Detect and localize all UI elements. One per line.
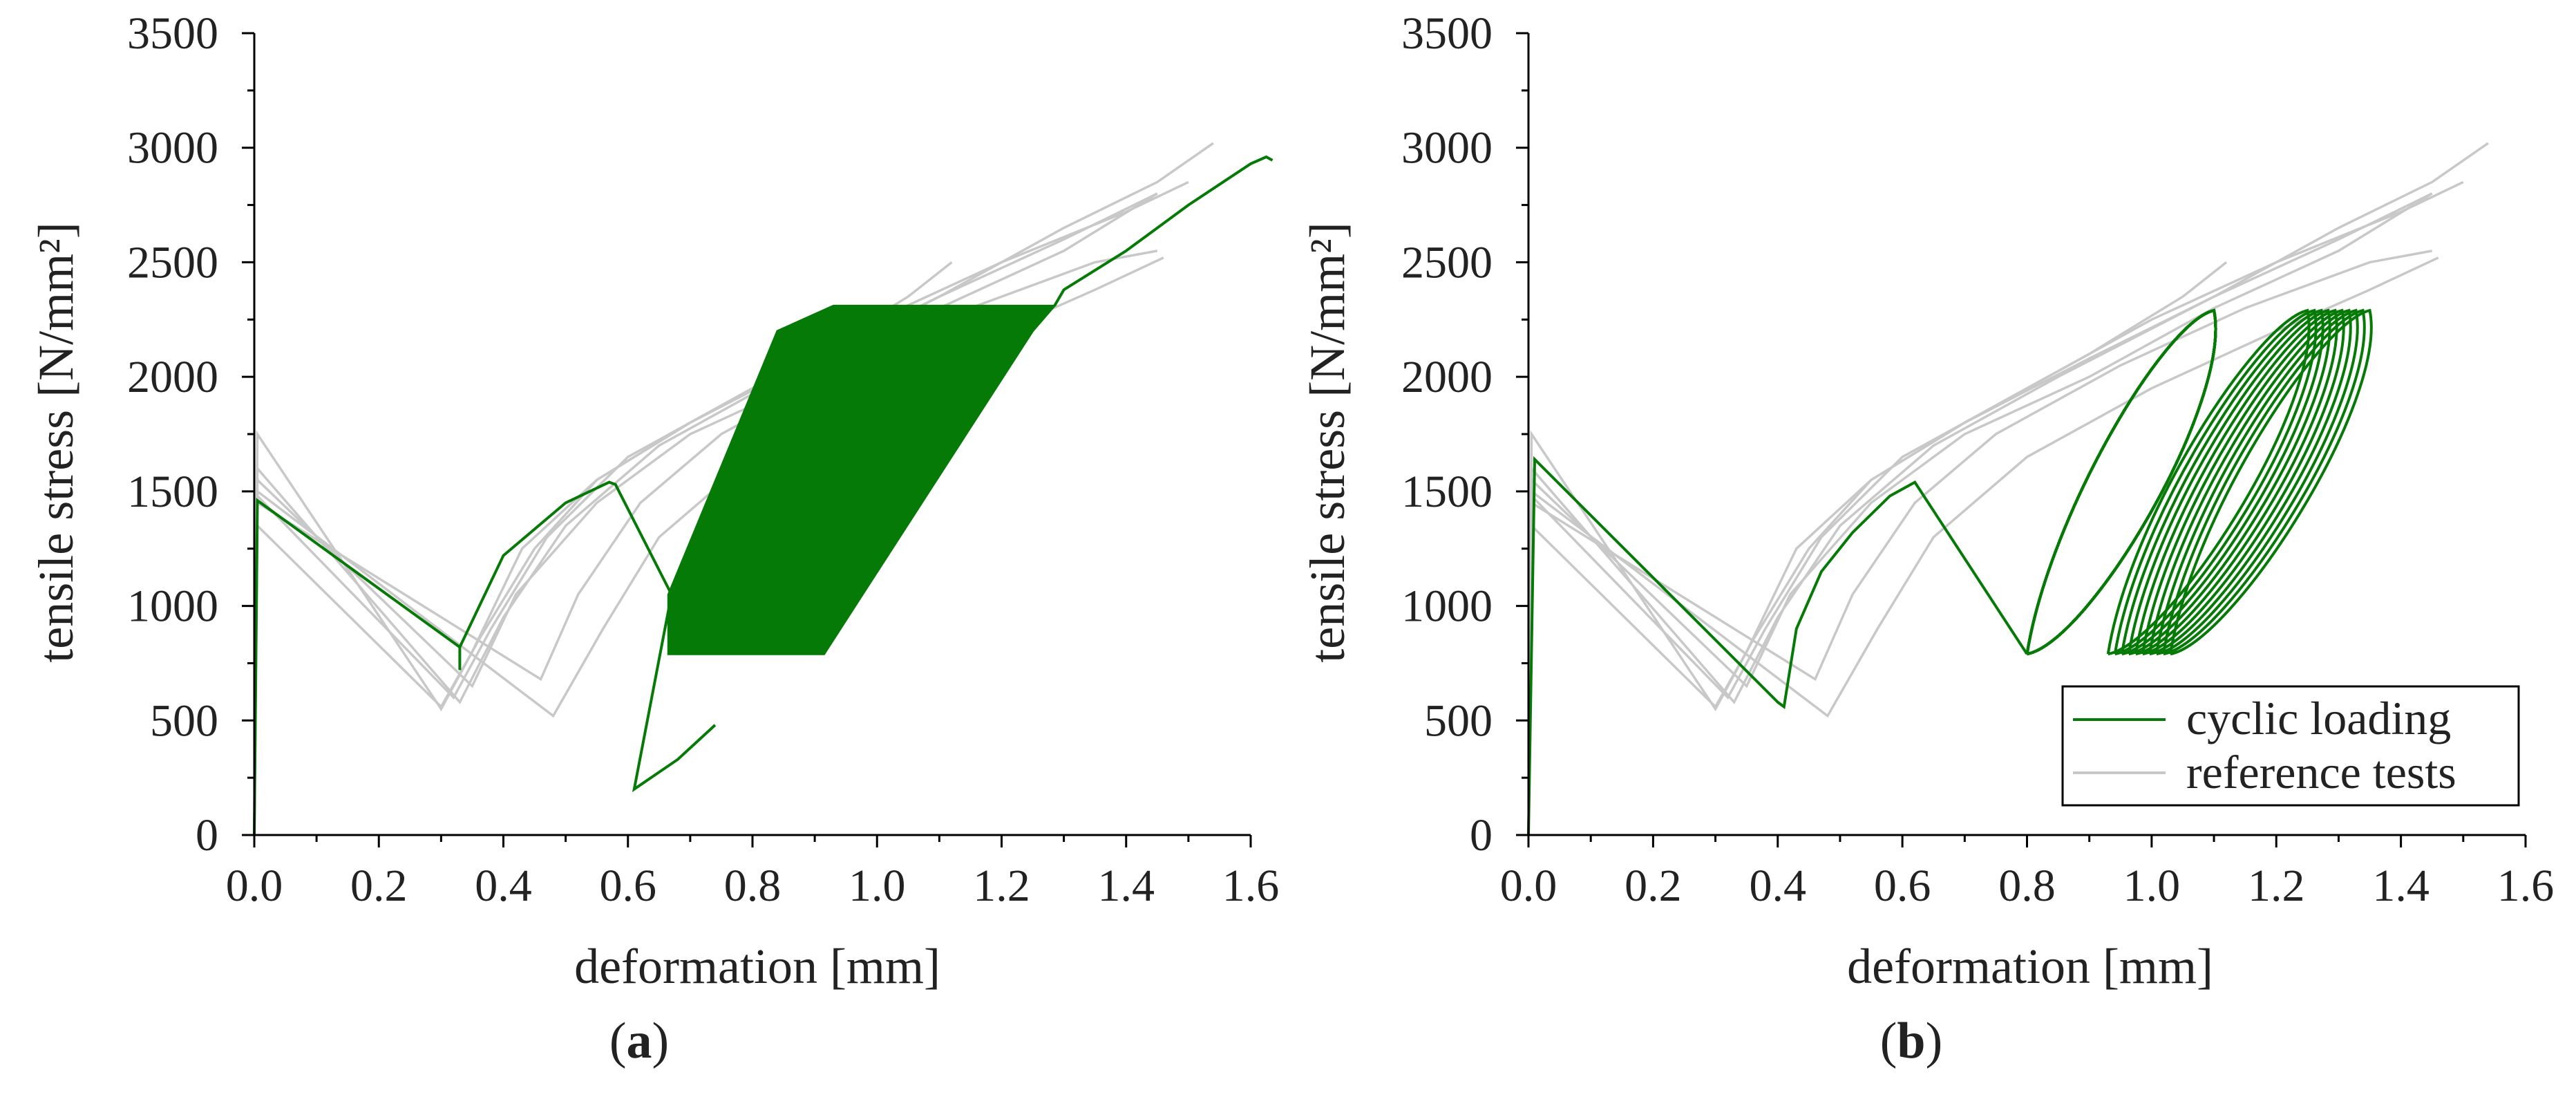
panel-b-y-tick-label: 2500 <box>1401 237 1493 288</box>
legend-box <box>2061 685 2520 807</box>
panel-b-y-tick-label: 0 <box>1470 810 1493 861</box>
legend-cyclic-label: cyclic loading <box>2186 692 2451 744</box>
panel-a-y-tick-label: 500 <box>150 695 218 746</box>
panel-a-y-tick-label: 2500 <box>127 237 218 288</box>
panel-a-y-tick-label: 1500 <box>127 467 218 517</box>
panel-b-x-tick-label: 0.0 <box>1500 861 1557 911</box>
panel-a-label: (a) <box>609 1013 669 1069</box>
panel-b-y-axis-title: tensile stress [N/mm²] <box>1300 222 1355 663</box>
panel-a-y-tick-label: 1000 <box>127 581 218 632</box>
panel-a-x-tick-label: 0.2 <box>350 861 408 911</box>
panel-b-x-tick-label: 0.2 <box>1625 861 1682 911</box>
panel-a-cyclic-path <box>253 480 717 836</box>
panel-b-x-tick-label: 1.4 <box>2372 861 2430 911</box>
panel-b-reference-curve-2 <box>1527 142 2489 836</box>
panel-a-cyclic-loop-band <box>667 304 1057 655</box>
panel-b-x-axis-title: deformation [mm] <box>1847 939 2213 994</box>
panel-b-y-tick-label: 1500 <box>1401 467 1493 517</box>
panel-b-x-tick-label: 1.0 <box>2123 861 2181 911</box>
panel-a-axes: 0.0 0.2 0.4 0.6 0.8 1.0 1.2 1.4 1.6 0 500 1000 1500 2… <box>127 8 1279 911</box>
panel-a-cyclic-curve <box>253 155 1273 836</box>
panel-b-cyclic-loop-2-9 <box>2161 308 2366 656</box>
panel-b-x-tick-label: 0.8 <box>1998 861 2056 911</box>
panel-b-x-tick-label: 0.4 <box>1750 861 1807 911</box>
panel-b-y-tick-label: 2000 <box>1401 352 1493 402</box>
panel-a-reference-curve-2 <box>253 142 1214 836</box>
panel-b-label: (b) <box>1880 1013 1942 1069</box>
panel-b: 0.0 0.2 0.4 0.6 0.8 1.0 1.2 1.4 1.6 0 500 1000 1500 2… <box>1300 8 2554 1069</box>
panel-b-reference-curve-7 <box>1527 261 2228 836</box>
panel-a-x-tick-label: 1.4 <box>1098 861 1155 911</box>
panel-b-cyclic-loop-2-4 <box>2127 308 2331 656</box>
panel-b-axes: 0.0 0.2 0.4 0.6 0.8 1.0 1.2 1.4 1.6 0 500 1000 1500 2… <box>1401 8 2554 911</box>
panel-b-label-open: ( <box>1880 1013 1897 1069</box>
panel-a-x-axis-title: deformation [mm] <box>574 939 940 994</box>
panel-b-cyclic-loop-2-10 <box>2168 308 2373 656</box>
panel-a-x-tick-label: 0.8 <box>724 861 782 911</box>
panel-b-label-close: ) <box>1926 1013 1943 1069</box>
panel-a-label-open: ( <box>609 1013 627 1069</box>
legend: cyclic loading reference tests <box>2061 685 2520 807</box>
panel-a-reference-curves <box>253 142 1214 836</box>
panel-b-y-tick-label: 3000 <box>1401 123 1493 174</box>
panel-a-reference-curve-5 <box>253 250 1158 836</box>
panel-b-cyclic-loop-2-7 <box>2148 308 2352 656</box>
panel-a-x-tick-label: 0.0 <box>226 861 283 911</box>
panel-a-reference-curve-4 <box>253 180 1189 836</box>
panel-a-x-tick-label: 1.6 <box>1222 861 1280 911</box>
panel-b-x-tick-label: 1.2 <box>2248 861 2305 911</box>
panel-a-x-tick-label: 0.4 <box>475 861 532 911</box>
panel-a-cyclic-final-loading <box>1053 155 1273 307</box>
panel-b-cyclic-loop-2-5 <box>2134 308 2338 656</box>
panel-b-cyclic-loop-1-22 <box>2025 308 2217 656</box>
panel-b-cyclic-loop-2-2 <box>2113 308 2318 656</box>
panel-b-cyclic-loop-2-6 <box>2141 308 2345 656</box>
panel-a-y-axis-title: tensile stress [N/mm²] <box>28 222 84 663</box>
panel-b-y-tick-label: 1000 <box>1401 581 1493 632</box>
panel-b-reference-curve-4 <box>1527 180 2464 836</box>
panel-a-x-tick-label: 0.6 <box>600 861 657 911</box>
panel-b-reference-curve-5 <box>1527 250 2433 836</box>
panel-a-y-tick-label: 3000 <box>127 123 218 174</box>
panel-b-y-tick-label: 3500 <box>1401 8 1493 59</box>
panel-b-x-tick-label: 1.6 <box>2497 861 2555 911</box>
panel-b-x-tick-label: 0.6 <box>1874 861 1931 911</box>
panel-a: 0.0 0.2 0.4 0.6 0.8 1.0 1.2 1.4 1.6 0 500 1000 1500 2… <box>28 8 1279 1069</box>
panel-b-cyclic-curve <box>1527 308 2373 836</box>
panel-b-reference-curve-3 <box>1527 192 2433 836</box>
panel-a-x-tick-label: 1.0 <box>849 861 906 911</box>
legend-reference-label: reference tests <box>2186 746 2456 798</box>
panel-a-y-tick-label: 2000 <box>127 352 218 402</box>
panel-a-label-close: ) <box>652 1013 670 1069</box>
panel-b-cyclic-loop-2-3 <box>2120 308 2324 656</box>
panel-b-cyclic-path <box>1527 456 2029 836</box>
panel-b-y-tick-label: 500 <box>1424 695 1493 746</box>
panel-a-x-tick-label: 1.2 <box>973 861 1030 911</box>
panel-b-cyclic-loop-2-8 <box>2154 308 2359 656</box>
panel-b-label-letter: b <box>1897 1013 1925 1069</box>
panel-a-label-letter: a <box>627 1013 652 1069</box>
panel-a-y-tick-label: 0 <box>196 810 218 861</box>
panel-a-y-tick-label: 3500 <box>127 8 218 59</box>
panel-a-reference-curve-3 <box>253 192 1158 836</box>
